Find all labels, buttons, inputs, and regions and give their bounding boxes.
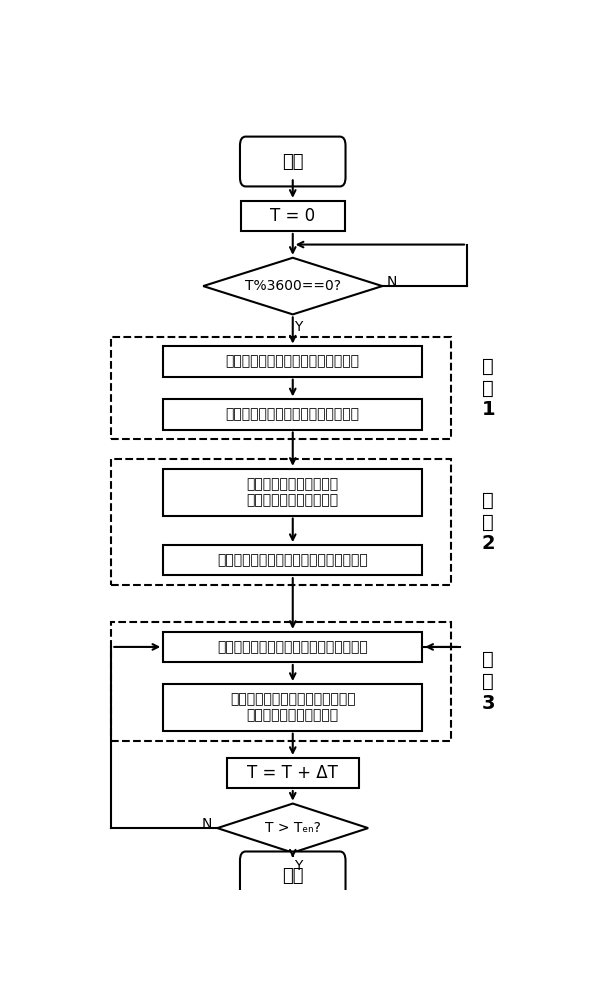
Text: 光伏电池组件的入射光进行垂直等效: 光伏电池组件的入射光进行垂直等效 bbox=[226, 355, 360, 369]
Bar bbox=[241, 201, 345, 231]
Text: Y: Y bbox=[294, 859, 303, 873]
Text: 步
骤
2: 步 骤 2 bbox=[482, 490, 495, 553]
Text: T > Tₑₙ⁤?: T > Tₑₙ⁤? bbox=[265, 821, 320, 835]
Text: N: N bbox=[201, 817, 212, 831]
Text: N: N bbox=[387, 275, 398, 289]
FancyBboxPatch shape bbox=[240, 137, 345, 186]
Text: 结束: 结束 bbox=[282, 867, 303, 885]
Bar bbox=[111, 337, 451, 439]
Text: 迭代计算时间序列对应的光伏电池
层次化结构工作温度序列: 迭代计算时间序列对应的光伏电池 层次化结构工作温度序列 bbox=[230, 692, 356, 722]
Text: 计算光伏电池层次化结构
各层波长离散化吸收系数: 计算光伏电池层次化结构 各层波长离散化吸收系数 bbox=[247, 477, 339, 507]
Text: 得到层次化结构每层对应的辐射吸收通量: 得到层次化结构每层对应的辐射吸收通量 bbox=[218, 553, 368, 567]
Polygon shape bbox=[203, 258, 382, 314]
Bar bbox=[163, 632, 423, 662]
Bar bbox=[163, 545, 423, 575]
Bar bbox=[163, 399, 423, 430]
Text: T = 0: T = 0 bbox=[270, 207, 316, 225]
Text: T = T + ΔT: T = T + ΔT bbox=[247, 764, 338, 782]
Polygon shape bbox=[218, 804, 368, 853]
Bar bbox=[111, 459, 451, 585]
Text: 步
骤
3: 步 骤 3 bbox=[482, 650, 495, 713]
Bar bbox=[227, 758, 359, 788]
FancyBboxPatch shape bbox=[240, 852, 345, 901]
Bar bbox=[163, 469, 423, 516]
Bar bbox=[163, 346, 423, 377]
Text: Y: Y bbox=[294, 320, 303, 334]
Text: T%3600==0?: T%3600==0? bbox=[245, 279, 340, 293]
Bar bbox=[163, 684, 423, 731]
Text: 开始: 开始 bbox=[282, 153, 303, 171]
Text: 建立光伏电池的层次化结构能量平衡方程: 建立光伏电池的层次化结构能量平衡方程 bbox=[218, 640, 368, 654]
Bar bbox=[111, 622, 451, 741]
Text: 获取波长离散化的垂直等效入射光谱: 获取波长离散化的垂直等效入射光谱 bbox=[226, 407, 360, 421]
Text: 步
骤
1: 步 骤 1 bbox=[482, 356, 495, 419]
